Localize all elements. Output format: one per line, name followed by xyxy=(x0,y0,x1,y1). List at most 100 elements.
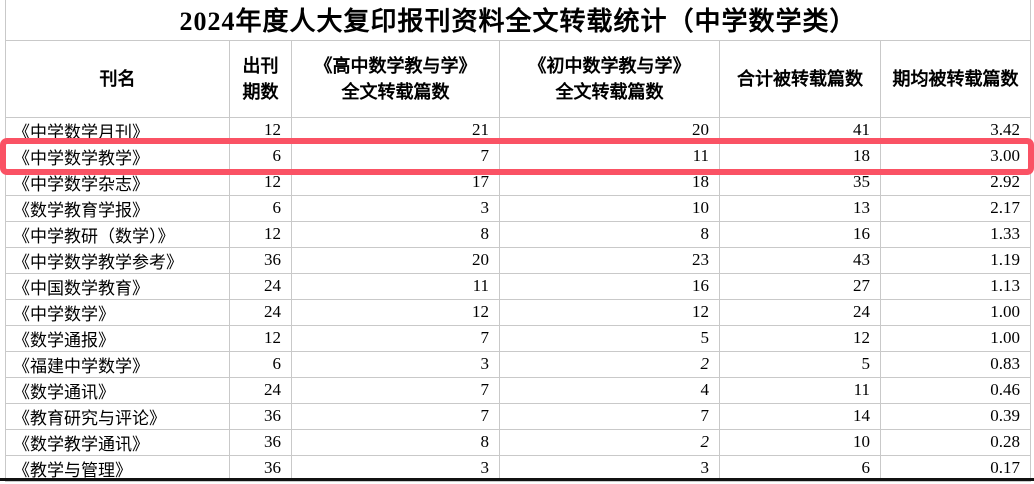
junior-reprints-cell: 23 xyxy=(499,246,720,274)
total-reprints-cell: 13 xyxy=(719,194,881,222)
journal-name-cell: 《数学教育学报》 xyxy=(5,194,230,222)
col-header-total: 合计被转载篇数 xyxy=(719,39,881,118)
table-row: 《中学数学教学参考》 36 20 23 43 1.19 xyxy=(5,246,1032,274)
senior-reprints-cell: 21 xyxy=(291,116,500,144)
average-cell: 1.19 xyxy=(879,246,1032,274)
average-cell: 0.46 xyxy=(879,376,1032,404)
issues-cell: 36 xyxy=(229,454,292,482)
table-row: 《数学通讯》 24 7 4 11 0.46 xyxy=(5,376,1032,404)
total-reprints-cell: 27 xyxy=(719,272,881,300)
total-reprints-cell: 35 xyxy=(719,168,881,196)
average-cell: 2.92 xyxy=(879,168,1032,196)
total-reprints-cell: 5 xyxy=(719,350,881,378)
senior-reprints-cell: 7 xyxy=(291,376,500,404)
journal-name-cell: 《中国数学教育》 xyxy=(5,272,230,300)
senior-reprints-cell: 11 xyxy=(291,272,500,300)
average-cell: 1.33 xyxy=(879,220,1032,248)
senior-reprints-cell: 3 xyxy=(291,350,500,378)
col-header-junior-line2: 全文转载篇数 xyxy=(555,81,664,102)
senior-reprints-cell: 8 xyxy=(291,220,500,248)
senior-reprints-cell: 17 xyxy=(291,168,500,196)
junior-reprints-cell: 4 xyxy=(499,376,720,404)
table-row: 《数学教学通讯》 36 8 2 10 0.28 xyxy=(5,428,1032,456)
issues-cell: 12 xyxy=(229,324,292,352)
journal-name-cell: 《教育研究与评论》 xyxy=(5,402,230,430)
issues-cell: 12 xyxy=(229,116,292,144)
total-reprints-cell: 18 xyxy=(719,142,881,170)
total-reprints-cell: 11 xyxy=(719,376,881,404)
senior-reprints-cell: 12 xyxy=(291,298,500,326)
issues-cell: 36 xyxy=(229,402,292,430)
issues-cell: 36 xyxy=(229,428,292,456)
col-header-journal: 刊名 xyxy=(5,39,230,118)
average-cell: 1.00 xyxy=(879,324,1032,352)
table-row: 《中学教研（数学）》 12 8 8 16 1.33 xyxy=(5,220,1032,248)
col-header-average: 期均被转载篇数 xyxy=(879,39,1032,118)
senior-reprints-cell: 7 xyxy=(291,142,500,170)
senior-reprints-cell: 7 xyxy=(291,324,500,352)
issues-cell: 6 xyxy=(229,194,292,222)
issues-cell: 24 xyxy=(229,272,292,300)
journal-name-cell: 《中学数学》 xyxy=(5,298,230,326)
issues-cell: 6 xyxy=(229,350,292,378)
col-header-issues-line1: 出刊 xyxy=(242,55,279,76)
journal-name-cell: 《福建中学数学》 xyxy=(5,350,230,378)
junior-reprints-cell: 5 xyxy=(499,324,720,352)
col-header-issues-line2: 期数 xyxy=(242,81,279,102)
table-row: 《数学教育学报》 6 3 10 13 2.17 xyxy=(5,194,1032,222)
issues-cell: 12 xyxy=(229,220,292,248)
junior-reprints-cell: 8 xyxy=(499,220,720,248)
total-reprints-cell: 14 xyxy=(719,402,881,430)
junior-reprints-cell: 7 xyxy=(499,402,720,430)
average-cell: 0.83 xyxy=(879,350,1032,378)
table-row: 《中学数学杂志》 12 17 18 35 2.92 xyxy=(5,168,1032,196)
table-row-highlighted: 《中学数学教学》 6 7 11 18 3.00 xyxy=(5,142,1032,170)
table-row: 《中学数学》 24 12 12 24 1.00 xyxy=(5,298,1032,326)
junior-reprints-cell: 18 xyxy=(499,168,720,196)
col-header-issues: 出刊 期数 xyxy=(229,39,292,118)
total-reprints-cell: 16 xyxy=(719,220,881,248)
table-row: 《福建中学数学》 6 3 2 5 0.83 xyxy=(5,350,1032,378)
header-row: 刊名 出刊 期数 《高中数学教与学》 全文转载篇数 《初中数学教与学》 全文转载… xyxy=(5,39,1032,118)
senior-reprints-cell: 20 xyxy=(291,246,500,274)
col-header-senior-line2: 全文转载篇数 xyxy=(341,81,450,102)
journal-name-cell: 《中学数学教学》 xyxy=(5,142,230,170)
junior-reprints-cell: 16 xyxy=(499,272,720,300)
col-header-junior-reprints: 《初中数学教与学》 全文转载篇数 xyxy=(499,39,720,118)
total-reprints-cell: 41 xyxy=(719,116,881,144)
table-row: 《中国数学教育》 24 11 16 27 1.13 xyxy=(5,272,1032,300)
total-reprints-cell: 10 xyxy=(719,428,881,456)
journal-name-cell: 《数学通讯》 xyxy=(5,376,230,404)
col-header-senior-line1: 《高中数学教与学》 xyxy=(314,55,477,76)
average-cell: 3.42 xyxy=(879,116,1032,144)
issues-cell: 24 xyxy=(229,298,292,326)
senior-reprints-cell: 7 xyxy=(291,402,500,430)
average-cell: 1.13 xyxy=(879,272,1032,300)
table-bottom-border xyxy=(0,478,1034,481)
table-row: 《数学通报》 12 7 5 12 1.00 xyxy=(5,324,1032,352)
total-reprints-cell: 6 xyxy=(719,454,881,482)
issues-cell: 36 xyxy=(229,246,292,274)
junior-reprints-cell: 11 xyxy=(499,142,720,170)
journal-name-cell: 《中学教研（数学）》 xyxy=(5,220,230,248)
reprint-statistics-table: 2024年度人大复印报刊资料全文转载统计（中学数学类） 刊名 出刊 期数 《高中… xyxy=(4,0,1032,482)
journal-name-cell: 《中学数学月刊》 xyxy=(5,116,230,144)
junior-reprints-cell: 2 xyxy=(499,428,720,456)
average-cell: 0.39 xyxy=(879,402,1032,430)
average-cell: 1.00 xyxy=(879,298,1032,326)
title-row: 2024年度人大复印报刊资料全文转载统计（中学数学类） xyxy=(4,0,1032,41)
journal-name-cell: 《中学数学杂志》 xyxy=(5,168,230,196)
journal-name-cell: 《中学数学教学参考》 xyxy=(5,246,230,274)
issues-cell: 12 xyxy=(229,168,292,196)
col-header-junior-line1: 《初中数学教与学》 xyxy=(528,55,691,76)
senior-reprints-cell: 8 xyxy=(291,428,500,456)
issues-cell: 6 xyxy=(229,142,292,170)
total-reprints-cell: 43 xyxy=(719,246,881,274)
junior-reprints-cell: 20 xyxy=(499,116,720,144)
junior-reprints-cell: 12 xyxy=(499,298,720,326)
total-reprints-cell: 12 xyxy=(719,324,881,352)
junior-reprints-cell: 10 xyxy=(499,194,720,222)
issues-cell: 24 xyxy=(229,376,292,404)
col-header-senior-reprints: 《高中数学教与学》 全文转载篇数 xyxy=(291,39,500,118)
